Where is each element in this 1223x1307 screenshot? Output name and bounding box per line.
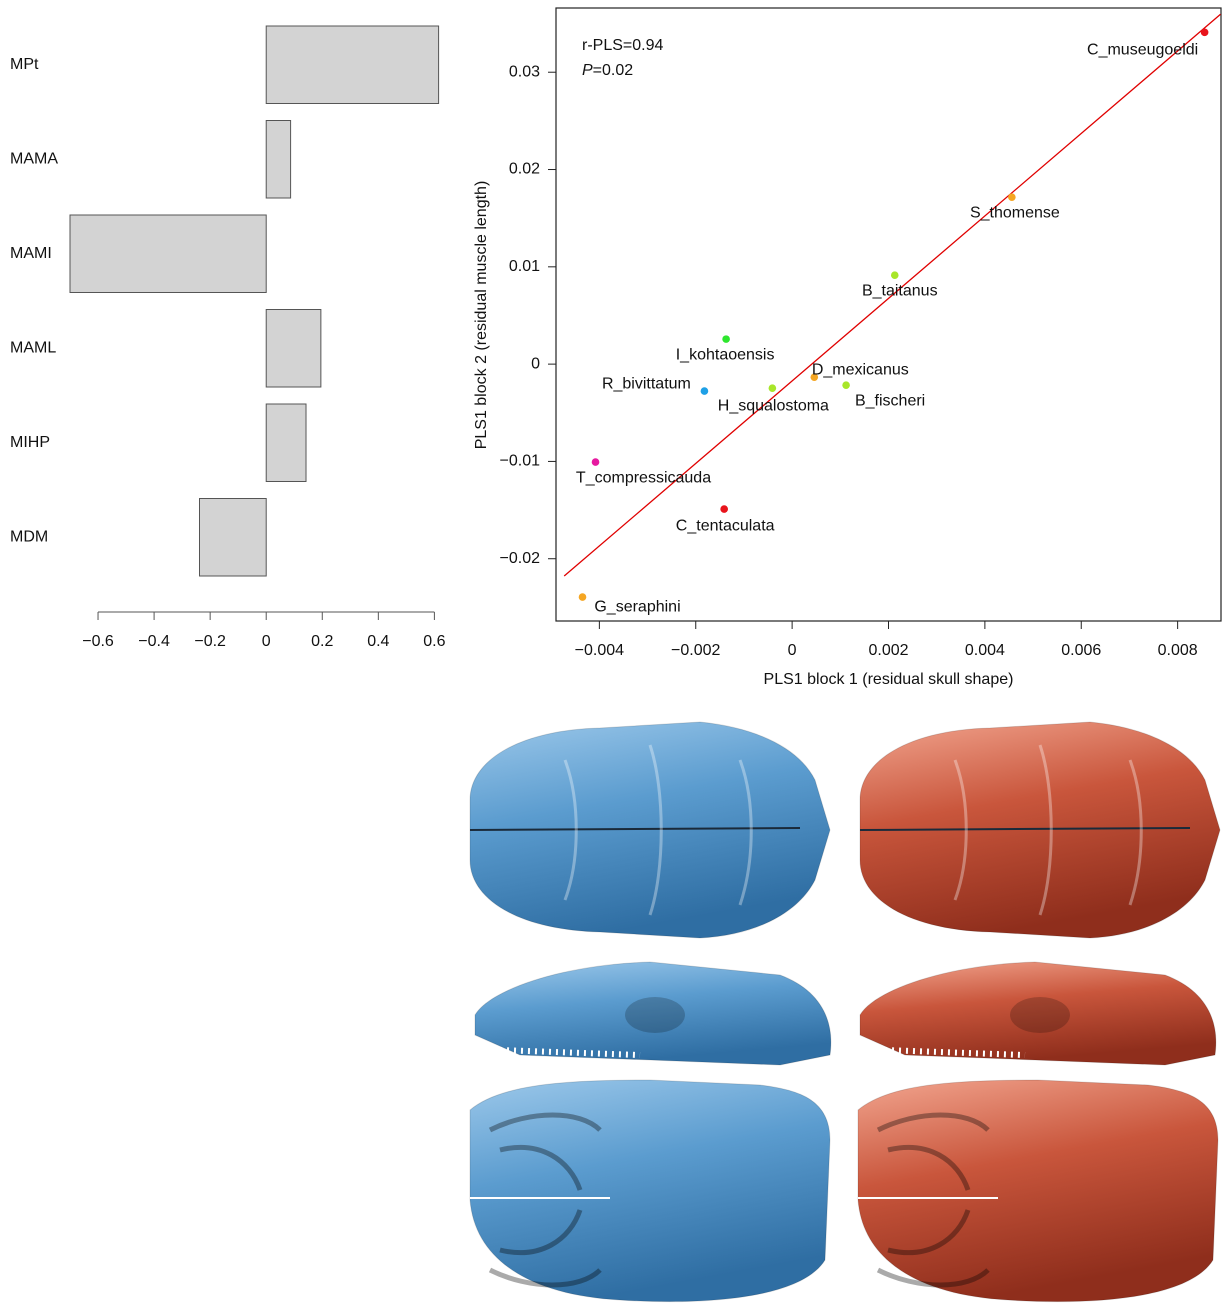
x-tick-label: −0.4 <box>138 633 170 650</box>
y-tick-label: −0.01 <box>500 453 541 470</box>
skull-dorsal-red <box>860 722 1220 938</box>
annotation-p: P=0.02 <box>582 62 633 79</box>
x-tick-label: −0.6 <box>82 633 114 650</box>
bar <box>200 499 267 577</box>
point-label: B_fischeri <box>855 392 925 409</box>
point-label: T_compressicauda <box>576 469 711 486</box>
bar <box>70 215 266 293</box>
x-tick-label: 0.002 <box>868 642 908 659</box>
y-tick-label: 0 <box>531 355 540 372</box>
category-label: MAMA <box>10 150 58 167</box>
category-label: MAML <box>10 339 56 356</box>
x-tick-label: −0.002 <box>671 642 720 659</box>
data-point <box>842 381 850 389</box>
point-label: C_tentaculata <box>676 517 775 534</box>
figure: MPt MAMA MAMI MAML MIHP MDM −0.6 −0.4 −0.2 0 0.2 0.… <box>0 0 1223 1307</box>
skull-lateral-red <box>860 962 1216 1065</box>
y-tick-label: 0.01 <box>509 258 540 275</box>
y-tick-label: 0.03 <box>509 63 540 80</box>
skull-lateral-blue <box>475 962 831 1065</box>
skull-images <box>470 722 1220 1302</box>
data-point <box>769 384 777 392</box>
x-tick-label: 0.006 <box>1061 642 1101 659</box>
data-point <box>720 505 728 513</box>
point-label: I_kohtaoensis <box>676 346 775 363</box>
x-tick-label: 0 <box>262 633 271 650</box>
skull-ventral-red <box>858 1080 1218 1302</box>
bar <box>266 310 321 388</box>
data-point <box>891 271 899 279</box>
x-tick-label: −0.004 <box>575 642 624 659</box>
point-label: D_mexicanus <box>812 361 909 378</box>
p-symbol: P <box>582 62 593 79</box>
y-axis-title: PLS1 block 2 (residual muscle length) <box>473 181 490 450</box>
x-tick-label: −0.2 <box>194 633 226 650</box>
x-tick-label: 0.008 <box>1158 642 1198 659</box>
bar <box>266 404 306 482</box>
x-tick-label: 0.4 <box>367 633 389 650</box>
point-label: R_bivittatum <box>602 375 691 392</box>
category-label: MPt <box>10 56 39 73</box>
data-point <box>701 387 709 395</box>
page: MPt MAMA MAMI MAML MIHP MDM −0.6 −0.4 −0.2 0 0.2 0.… <box>0 0 1223 1307</box>
point-label: C_museugoeldi <box>1087 42 1198 59</box>
skull-dorsal-blue <box>470 722 830 938</box>
x-tick-label: 0 <box>788 642 797 659</box>
y-tick-label: 0.02 <box>509 161 540 178</box>
bar <box>266 121 290 199</box>
x-tick-label: 0.004 <box>965 642 1005 659</box>
point-label: H_squalostoma <box>718 397 829 414</box>
x-tick-label: 0.2 <box>311 633 333 650</box>
point-label: B_taitanus <box>862 282 938 299</box>
p-value: =0.02 <box>593 62 634 79</box>
category-label: MDM <box>10 528 48 545</box>
bar <box>266 26 438 104</box>
point-label: G_seraphini <box>594 598 680 615</box>
skull-ventral-blue <box>470 1080 830 1302</box>
y-tick-label: −0.02 <box>500 550 541 567</box>
category-label: MIHP <box>10 434 50 451</box>
category-label: MAMI <box>10 245 52 262</box>
data-point <box>579 593 587 601</box>
data-point <box>1008 193 1016 201</box>
data-point <box>1201 29 1209 37</box>
data-point <box>592 458 600 466</box>
x-axis-title: PLS1 block 1 (residual skull shape) <box>764 671 1014 688</box>
annotation-r: r-PLS=0.94 <box>582 37 663 54</box>
x-tick-label: 0.6 <box>423 633 445 650</box>
data-point <box>722 335 730 343</box>
point-label: S_thomense <box>970 204 1060 221</box>
